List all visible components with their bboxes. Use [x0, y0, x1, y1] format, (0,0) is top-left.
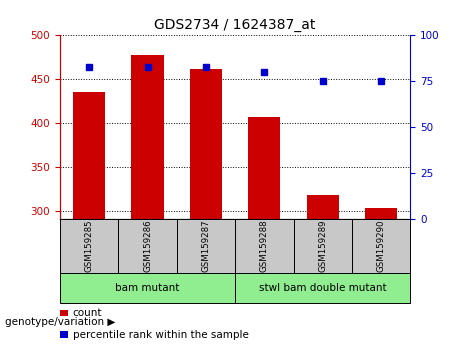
- Text: GSM159290: GSM159290: [377, 220, 385, 272]
- Text: genotype/variation ▶: genotype/variation ▶: [5, 317, 115, 327]
- Text: GSM159285: GSM159285: [85, 220, 94, 272]
- Text: stwl bam double mutant: stwl bam double mutant: [259, 282, 386, 293]
- Bar: [73, 92, 105, 219]
- Text: bam mutant: bam mutant: [115, 282, 180, 293]
- Text: GSM159287: GSM159287: [201, 220, 210, 272]
- Bar: [365, 208, 397, 219]
- Text: percentile rank within the sample: percentile rank within the sample: [73, 330, 249, 339]
- Title: GDS2734 / 1624387_at: GDS2734 / 1624387_at: [154, 18, 316, 32]
- Text: count: count: [73, 308, 102, 318]
- Text: GSM159286: GSM159286: [143, 220, 152, 272]
- Text: GSM159289: GSM159289: [318, 220, 327, 272]
- Bar: [190, 69, 222, 219]
- Bar: [131, 55, 164, 219]
- Bar: [248, 117, 280, 219]
- Text: GSM159288: GSM159288: [260, 220, 269, 272]
- Bar: [307, 195, 339, 219]
